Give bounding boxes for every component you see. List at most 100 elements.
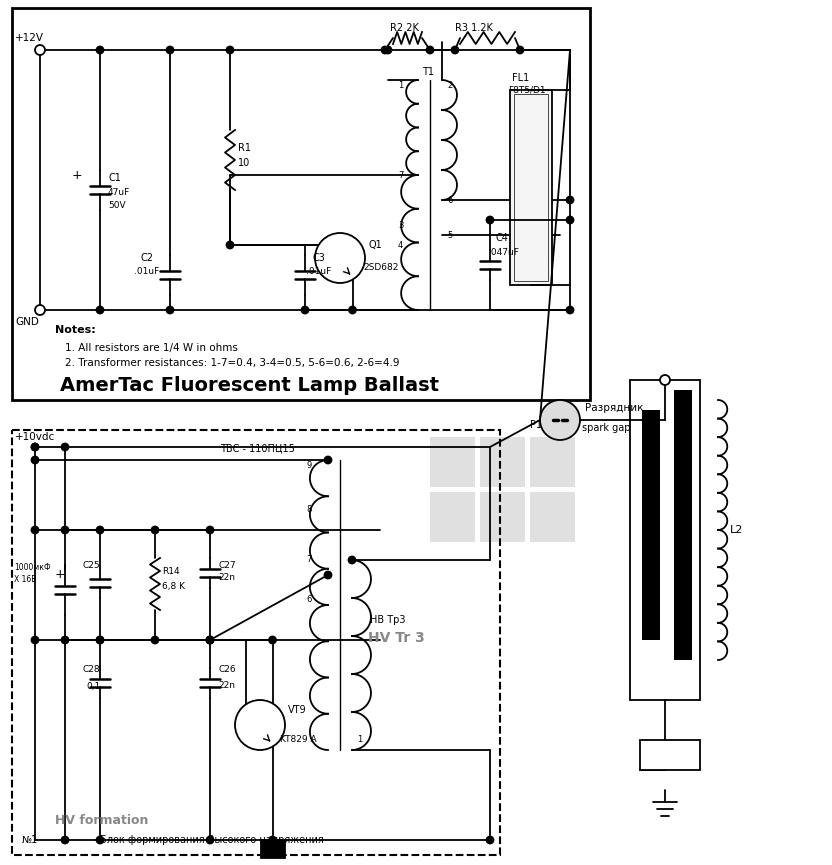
Circle shape — [97, 637, 103, 644]
Bar — [674, 390, 692, 660]
Text: R1: R1 — [238, 143, 251, 153]
Bar — [530, 492, 575, 542]
Circle shape — [97, 637, 103, 644]
Circle shape — [235, 700, 285, 750]
Text: +: + — [72, 169, 82, 182]
Text: +12V: +12V — [15, 33, 44, 43]
Text: R14: R14 — [162, 567, 180, 576]
Bar — [430, 492, 475, 542]
Circle shape — [382, 47, 389, 54]
Text: Разрядник: Разрядник — [585, 403, 643, 413]
Bar — [480, 437, 525, 487]
Text: 2: 2 — [447, 80, 453, 89]
Text: FL1: FL1 — [512, 73, 529, 83]
Text: 10: 10 — [238, 158, 250, 168]
Text: C3: C3 — [312, 253, 324, 263]
Text: L2: L2 — [730, 525, 743, 535]
Text: 4: 4 — [398, 240, 404, 249]
Circle shape — [32, 444, 38, 451]
Text: №1: №1 — [22, 835, 38, 845]
Circle shape — [567, 196, 573, 203]
Circle shape — [62, 637, 68, 644]
Circle shape — [384, 47, 392, 54]
Text: R3 1.2K: R3 1.2K — [455, 23, 493, 33]
Bar — [260, 840, 285, 858]
Circle shape — [206, 637, 214, 644]
Text: C1: C1 — [108, 173, 121, 183]
Circle shape — [269, 637, 276, 644]
Text: 0,1: 0,1 — [86, 682, 100, 690]
Bar — [642, 410, 660, 640]
Text: ТВС - 110ПЦ15: ТВС - 110ПЦ15 — [220, 443, 295, 453]
Circle shape — [97, 306, 103, 313]
Text: 7: 7 — [306, 555, 311, 565]
Text: VT9: VT9 — [288, 705, 307, 715]
Circle shape — [452, 47, 458, 54]
Circle shape — [324, 457, 331, 464]
Circle shape — [35, 305, 45, 315]
Circle shape — [62, 836, 68, 843]
Circle shape — [349, 556, 355, 563]
Text: 1: 1 — [357, 735, 362, 745]
Bar — [510, 90, 552, 285]
Circle shape — [166, 306, 174, 313]
Circle shape — [32, 637, 38, 644]
Circle shape — [35, 45, 45, 55]
Text: 1. All resistors are 1/4 W in ohms: 1. All resistors are 1/4 W in ohms — [65, 343, 238, 353]
Text: spark gap: spark gap — [582, 423, 631, 433]
Circle shape — [166, 47, 174, 54]
Text: 6: 6 — [306, 595, 311, 605]
Text: 3: 3 — [398, 221, 404, 229]
Circle shape — [206, 637, 214, 644]
Text: HV formation: HV formation — [55, 813, 148, 826]
Text: HB Тp3: HB Тp3 — [370, 615, 405, 625]
Circle shape — [349, 306, 356, 313]
Text: C2: C2 — [140, 253, 153, 263]
Text: HV Tr 3: HV Tr 3 — [368, 631, 425, 645]
Circle shape — [32, 444, 38, 451]
Text: .01uF: .01uF — [306, 267, 331, 277]
Circle shape — [206, 836, 214, 843]
Bar — [514, 94, 548, 281]
Circle shape — [487, 216, 493, 223]
Text: 9: 9 — [306, 460, 311, 470]
Text: .047uF: .047uF — [488, 247, 519, 257]
Text: 50V: 50V — [108, 201, 126, 209]
Text: 7: 7 — [398, 170, 404, 180]
Text: 2SD682: 2SD682 — [363, 264, 399, 272]
Text: KT829 A: KT829 A — [280, 735, 317, 745]
Text: 6: 6 — [447, 195, 453, 204]
Circle shape — [97, 527, 103, 534]
Text: 2. Transformer resistances: 1-7=0.4, 3-4=0.5, 5-6=0.6, 2-6=4.9: 2. Transformer resistances: 1-7=0.4, 3-4… — [65, 358, 399, 368]
Circle shape — [226, 47, 234, 54]
Text: 1000мкФ: 1000мкФ — [14, 563, 51, 573]
Circle shape — [226, 241, 234, 248]
Circle shape — [151, 527, 159, 534]
Circle shape — [62, 444, 68, 451]
Text: C27: C27 — [218, 561, 235, 569]
Text: X 16В: X 16В — [14, 575, 37, 585]
Text: T1: T1 — [422, 67, 434, 77]
Circle shape — [97, 836, 103, 843]
Bar — [12, 430, 500, 855]
Circle shape — [315, 233, 365, 283]
Text: Q1: Q1 — [368, 240, 382, 250]
Text: 1: 1 — [398, 80, 404, 89]
Circle shape — [97, 47, 103, 54]
Text: F8T5/D1: F8T5/D1 — [508, 86, 546, 94]
Circle shape — [269, 836, 276, 843]
Text: 22n: 22n — [218, 682, 235, 690]
Circle shape — [151, 637, 159, 644]
Circle shape — [427, 47, 433, 54]
Bar — [430, 437, 475, 487]
Text: 22n: 22n — [218, 573, 235, 582]
Bar — [12, 8, 590, 400]
Text: C26: C26 — [218, 665, 235, 675]
Text: GND: GND — [15, 317, 39, 327]
Circle shape — [540, 400, 580, 440]
Circle shape — [324, 572, 331, 579]
Text: 6,8 K: 6,8 K — [162, 581, 185, 591]
Circle shape — [32, 527, 38, 534]
Text: +: + — [55, 568, 66, 581]
Text: 8: 8 — [306, 505, 311, 515]
